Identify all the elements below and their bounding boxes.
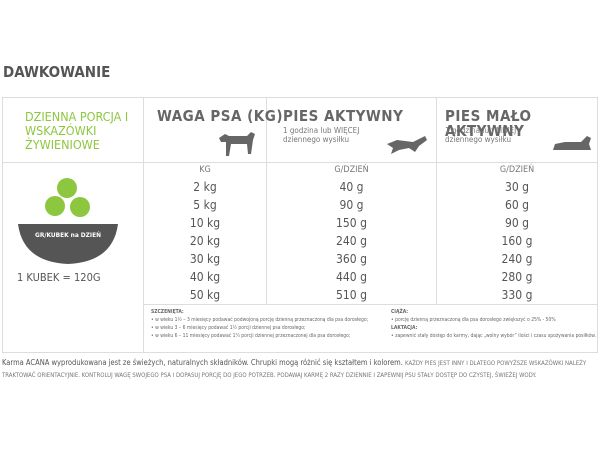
cup-note: 1 KUBEK = 120G [17,271,101,284]
column-header: PIES AKTYWNY [283,107,404,125]
note-item: • porcję dzienną przeznaczoną dla psa do… [391,317,556,323]
column-divider [266,98,267,304]
row-divider [3,162,597,163]
note-item: • w wieku 1½ – 3 miesięcy podawać podwoj… [151,317,369,323]
table-cell: 90 g [339,198,364,212]
unit-header: G/DZIEŃ [499,165,535,175]
note-heading: CIĄŻA: [391,309,409,315]
table-cell: 10 kg [189,216,221,230]
notes-left: SZCZENIĘTA: • w wieku 1½ – 3 miesięcy po… [151,308,421,340]
table-cell: 20 kg [189,234,221,248]
table-cell: 510 g [336,288,367,302]
bowl-graphic: GR/KUBEK na DZIEŃ [18,178,118,264]
column-subtitle: 1 godzina lub MNIEJ dziennego wysiłku [445,126,517,144]
table-cell: 160 g [501,234,533,248]
notes-right: CIĄŻA: • porcję dzienną przeznaczoną dla… [391,308,596,340]
bowl-label: GR/KUBEK na DZIEŃ [35,230,101,239]
table-cell: 40 g [339,180,364,194]
dog-icon [387,136,427,154]
footer-note: Każdy pies jest inny i dlatego powyższe … [2,360,587,379]
table-cell: 60 g [504,198,530,212]
column-header: PIES MAŁO AKTYWNY [445,107,532,140]
dog-icon [553,136,591,150]
table-cell: 280 g [501,270,533,284]
note-heading: LAKTACJA: [391,325,418,331]
feeding-table: DZIENNA PORCJA I WSKAZÓWKI ŻYWIENIOWE GR… [2,97,598,353]
note-item: • w wieku 3 – 6 miesięcy podawać 1½ porc… [151,325,306,331]
table-cell: 360 g [336,252,367,266]
note-item: • w wieku 6 – 11 miesięcy podawać 1¼ por… [151,333,351,339]
column-divider [143,98,144,352]
table-cell: 30 g [504,180,530,194]
unit-header: KG [199,165,211,175]
page-title: DAWKOWANIE [3,63,111,81]
note-list: • w wieku 1½ – 3 miesięcy podawać podwoj… [151,316,421,340]
table-cell: 330 g [501,288,533,302]
column-header: WAGA PSA (KG) [157,107,283,125]
dog-icon [219,132,255,156]
table-cell: 40 kg [189,270,221,284]
table-cell: 240 g [501,252,533,266]
table-cell: 240 g [336,234,367,248]
table-cell: 90 g [504,216,530,230]
row-divider [143,304,597,305]
note-heading: SZCZENIĘTA: [151,309,184,315]
footer: Karma ACANA wyprodukowana jest ze świeży… [2,357,598,381]
column-divider [436,98,437,304]
table-cell: 30 kg [189,252,221,266]
footer-lead: Karma ACANA wyprodukowana jest ze świeży… [2,358,403,367]
table-cell: 5 kg [193,198,217,212]
table-cell: 50 kg [189,288,221,302]
note-item: • zapewnić stały dostęp do karmy, dając … [391,333,596,339]
left-heading: DZIENNA PORCJA I WSKAZÓWKI ŻYWIENIOWE [25,109,129,152]
table-cell: 2 kg [193,180,217,194]
column-subtitle: 1 godzina lub WIĘCEJ dziennego wysiłku [283,126,360,144]
unit-header: G/DZIEŃ [334,165,369,175]
table-cell: 440 g [336,270,367,284]
table-cell: 150 g [336,216,367,230]
